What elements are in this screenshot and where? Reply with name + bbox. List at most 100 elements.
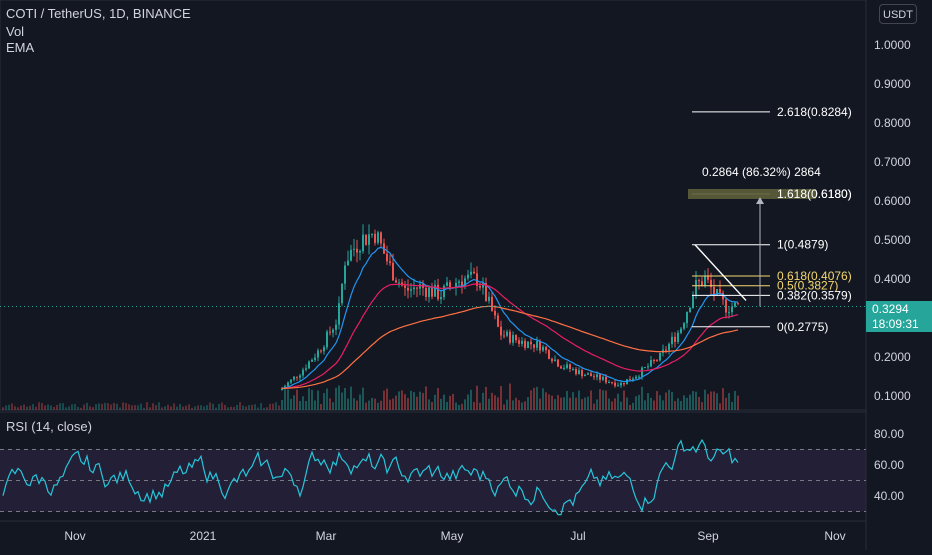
volume-bar [671, 391, 673, 410]
volume-bar [143, 407, 145, 410]
volume-bar [521, 402, 523, 410]
candle-body [536, 340, 538, 348]
volume-bar [545, 392, 547, 410]
volume-bar [410, 390, 412, 410]
candle-body [302, 369, 304, 376]
time-axis-label[interactable]: Nov [824, 529, 845, 543]
volume-bar [485, 386, 487, 410]
volume-bar [497, 397, 499, 410]
volume-bar [200, 405, 202, 410]
candle-body [644, 367, 646, 369]
volume-bar [98, 403, 100, 410]
volume-bar [413, 392, 415, 410]
volume-bar [131, 405, 133, 410]
time-axis-label[interactable]: Jul [570, 529, 585, 543]
volume-bar [320, 404, 322, 410]
volume-bar [119, 407, 121, 410]
volume-bar [416, 396, 418, 410]
currency-button[interactable]: USDT [879, 4, 917, 24]
time-axis-label[interactable]: Mar [316, 529, 337, 543]
candle-body [419, 284, 421, 289]
candle-body [629, 379, 631, 381]
candle-body [305, 368, 307, 370]
volume-bar [356, 400, 358, 410]
time-axis-label[interactable]: Sep [697, 529, 719, 543]
volume-bar [158, 402, 160, 410]
candle-body [386, 253, 388, 262]
candle-body [734, 302, 736, 307]
volume-bar [197, 405, 199, 410]
volume-bar [41, 403, 43, 410]
volume-bar [455, 402, 457, 410]
candle-body [485, 283, 487, 301]
volume-bar [359, 394, 361, 410]
volume-bar [452, 393, 454, 410]
candle-body [524, 340, 526, 348]
candle-body [482, 283, 484, 288]
volume-bar [662, 400, 664, 410]
fib-level-label: 2.618(0.8284) [777, 105, 852, 119]
ema-legend[interactable]: EMA [6, 40, 35, 55]
volume-bar [614, 398, 616, 410]
volume-bar [95, 404, 97, 410]
candle-body [410, 289, 412, 291]
volume-bar [260, 403, 262, 410]
time-axis-label[interactable]: May [441, 529, 464, 543]
candle-body [728, 312, 730, 314]
candle-body [545, 346, 547, 351]
volume-bar [401, 390, 403, 410]
candle-body [347, 260, 349, 266]
volume-bar [518, 400, 520, 410]
candle-body [290, 379, 292, 383]
volume-bar [692, 391, 694, 410]
volume-bar [470, 389, 472, 410]
volume-bar [737, 395, 739, 410]
vol-legend[interactable]: Vol [6, 24, 25, 39]
volume-bar [626, 397, 628, 410]
candle-body [428, 287, 430, 297]
candle-body [713, 287, 715, 295]
volume-bar [221, 402, 223, 410]
volume-bar [26, 406, 28, 410]
candle-body [698, 279, 700, 282]
candle-body [368, 234, 370, 245]
volume-bar [734, 391, 736, 410]
volume-bar [608, 398, 610, 410]
volume-bar [74, 403, 76, 410]
volume-bar [437, 388, 439, 410]
fib-level-label: 0(0.2775) [777, 320, 828, 334]
candle-body [641, 367, 643, 377]
candle-body [695, 279, 697, 296]
price-axis-label: 0.6000 [874, 194, 911, 208]
volume-bar [368, 400, 370, 410]
volume-bar [29, 405, 31, 410]
time-axis-label[interactable]: 2021 [190, 529, 217, 543]
price-axis-label: 0.5000 [874, 233, 911, 247]
volume-bar [683, 395, 685, 410]
volume-bar [524, 401, 526, 410]
main-pane[interactable] [0, 0, 867, 411]
candle-body [605, 376, 607, 383]
volume-bar [593, 403, 595, 410]
candle-body [338, 303, 340, 325]
volume-bar [89, 406, 91, 410]
symbol-legend[interactable]: COTI / TetherUS, 1D, BINANCE [6, 6, 191, 21]
volume-bar [251, 404, 253, 410]
volume-bar [242, 405, 244, 410]
time-axis-label[interactable]: Nov [64, 529, 85, 543]
rsi-axis-label: 80.00 [874, 427, 904, 441]
candle-body [647, 366, 649, 368]
volume-bar [512, 400, 514, 410]
volume-bar [176, 406, 178, 410]
candle-body [722, 292, 724, 300]
rsi-legend[interactable]: RSI (14, close) [6, 419, 92, 434]
volume-bar [620, 401, 622, 410]
volume-bar [188, 404, 190, 410]
volume-bar [533, 387, 535, 410]
volume-bar [17, 407, 19, 410]
candle-body [680, 328, 682, 333]
volume-bar [506, 399, 508, 410]
trendline[interactable] [694, 244, 747, 301]
